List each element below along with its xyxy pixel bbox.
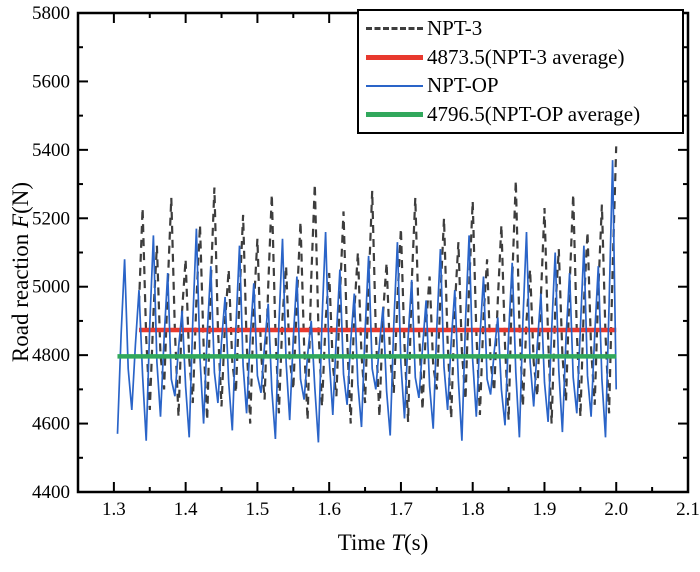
series-lines <box>116 146 618 443</box>
x-tick-label: 1.9 <box>533 499 557 520</box>
x-axis-title-variable: T <box>391 530 404 555</box>
y-tick-label: 5400 <box>32 140 70 161</box>
y-tick-label: 4800 <box>32 345 70 366</box>
x-tick-label: 2.1 <box>676 499 700 520</box>
y-tick-label: 5800 <box>32 3 70 24</box>
legend-entry: NPT-3 <box>366 15 678 40</box>
y-axis-title-text: Road reaction <box>8 227 33 363</box>
x-tick-label: 1.7 <box>389 499 413 520</box>
legend-label: 4873.5(NPT-3 average) <box>427 44 625 69</box>
legend-solid-line-sample <box>366 54 423 60</box>
y-tick-label: 4600 <box>32 414 70 435</box>
legend-solid-line-sample <box>366 112 423 118</box>
x-tick-label: 1.3 <box>102 499 126 520</box>
y-tick-label: 5200 <box>32 208 70 229</box>
x-tick-label: 1.4 <box>174 499 198 520</box>
x-tick-label: 1.8 <box>461 499 485 520</box>
x-axis-title-text: Time <box>337 530 392 555</box>
y-axis-title-units: (N) <box>8 181 33 214</box>
legend-entry: 4873.5(NPT-3 average) <box>366 44 678 69</box>
y-axis-title-variable: F <box>8 213 33 228</box>
tick-labels: 1.3 1.4 1.5 1.6 1.7 1.8 1.9 2.0 2.1 4400 4600 4800 5… <box>32 3 700 520</box>
x-tick-label: 2.0 <box>604 499 628 520</box>
series-line-0 <box>137 146 618 424</box>
y-tick-label: 5000 <box>32 277 70 298</box>
legend-entry: 4796.5(NPT-OP average) <box>366 104 678 125</box>
x-axis-title-units: (s) <box>404 530 429 555</box>
legend-label: NPT-3 <box>427 15 483 40</box>
legend-label: 4796.5(NPT-OP average) <box>427 102 641 127</box>
legend-solid-line-sample <box>366 84 423 87</box>
legend-dashed-line-sample <box>366 26 423 30</box>
x-tick-label: 1.6 <box>317 499 341 520</box>
x-tick-label: 1.5 <box>246 499 270 520</box>
y-axis-title: Road reaction F(N) <box>8 182 34 362</box>
x-axis-title: Time T(s) <box>78 530 688 556</box>
series-line-2 <box>116 160 618 443</box>
legend: NPT-3 4873.5(NPT-3 average) NPT-OP 4796.5(N… <box>357 9 684 134</box>
y-tick-label: 4400 <box>32 482 70 503</box>
y-tick-label: 5600 <box>32 71 70 92</box>
legend-entry: NPT-OP <box>366 75 678 96</box>
legend-label: NPT-OP <box>427 73 499 98</box>
